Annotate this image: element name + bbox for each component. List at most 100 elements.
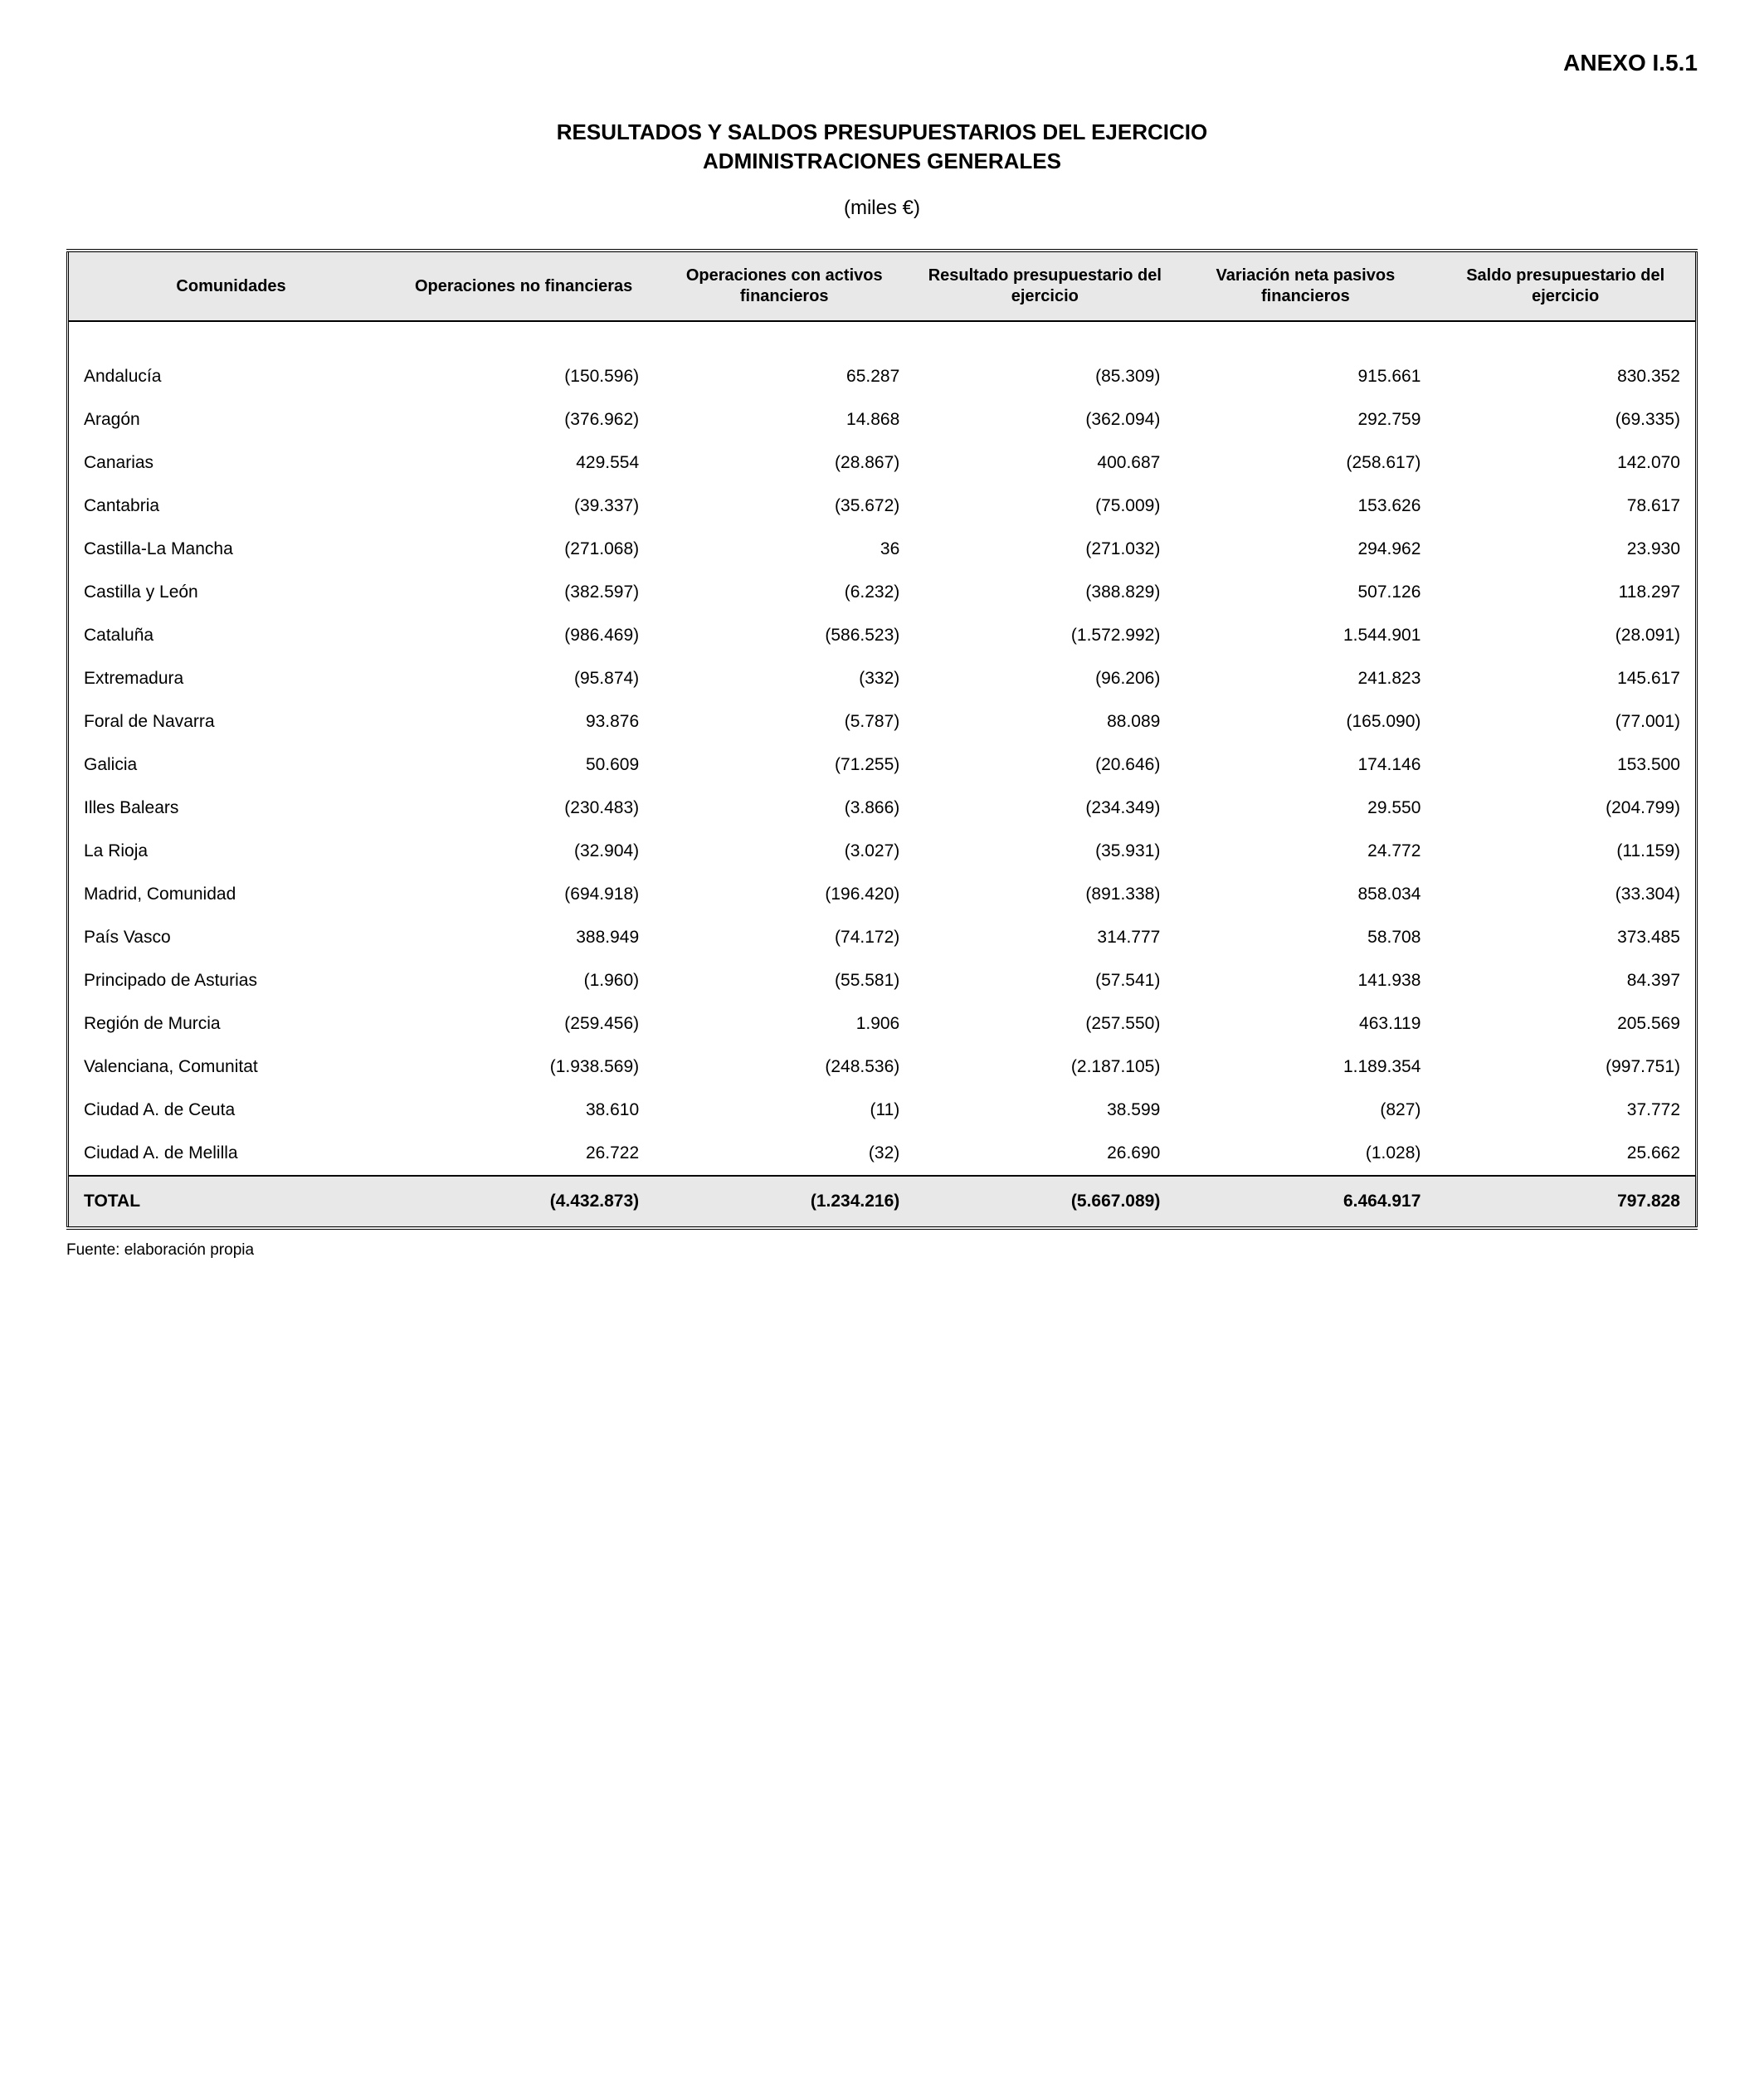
- cell-c4: 1.189.354: [1175, 1046, 1435, 1089]
- cell-c2: (11): [654, 1089, 914, 1132]
- table-row: Cataluña(986.469)(586.523)(1.572.992)1.5…: [68, 614, 1697, 657]
- cell-c1: (986.469): [393, 614, 654, 657]
- cell-c5: 145.617: [1435, 657, 1696, 700]
- cell-c2: (55.581): [654, 959, 914, 1002]
- cell-c2: (5.787): [654, 700, 914, 743]
- cell-c4: 141.938: [1175, 959, 1435, 1002]
- cell-c5: 37.772: [1435, 1089, 1696, 1132]
- cell-c5: (77.001): [1435, 700, 1696, 743]
- col-variacion: Variación neta pasivos financieros: [1175, 251, 1435, 321]
- table-row: Aragón(376.962)14.868(362.094)292.759(69…: [68, 398, 1697, 441]
- cell-c2: 65.287: [654, 355, 914, 398]
- cell-c4: 29.550: [1175, 787, 1435, 830]
- cell-c3: (271.032): [914, 528, 1175, 571]
- cell-c4: 58.708: [1175, 916, 1435, 959]
- cell-c1: (1.960): [393, 959, 654, 1002]
- cell-c5: (28.091): [1435, 614, 1696, 657]
- cell-c4: 463.119: [1175, 1002, 1435, 1046]
- cell-label: Castilla y León: [68, 571, 394, 614]
- units-label: (miles €): [66, 197, 1698, 220]
- cell-c4: 1.544.901: [1175, 614, 1435, 657]
- cell-c3: (75.009): [914, 485, 1175, 528]
- cell-c4: 294.962: [1175, 528, 1435, 571]
- cell-c5: (11.159): [1435, 830, 1696, 873]
- cell-c3: 400.687: [914, 441, 1175, 485]
- cell-label: País Vasco: [68, 916, 394, 959]
- total-row: TOTAL(4.432.873)(1.234.216)(5.667.089)6.…: [68, 1176, 1697, 1228]
- cell-label: Ciudad A. de Ceuta: [68, 1089, 394, 1132]
- cell-c1: (376.962): [393, 398, 654, 441]
- cell-c5: (69.335): [1435, 398, 1696, 441]
- cell-label: Región de Murcia: [68, 1002, 394, 1046]
- cell-c1: 93.876: [393, 700, 654, 743]
- cell-c5: 78.617: [1435, 485, 1696, 528]
- cell-c3: (388.829): [914, 571, 1175, 614]
- cell-c3: 26.690: [914, 1132, 1175, 1176]
- table-row: Valenciana, Comunitat(1.938.569)(248.536…: [68, 1046, 1697, 1089]
- cell-c1: 38.610: [393, 1089, 654, 1132]
- cell-c4: (258.617): [1175, 441, 1435, 485]
- cell-c3: (35.931): [914, 830, 1175, 873]
- cell-c2: (6.232): [654, 571, 914, 614]
- cell-label: Valenciana, Comunitat: [68, 1046, 394, 1089]
- cell-label: Principado de Asturias: [68, 959, 394, 1002]
- cell-c5: 25.662: [1435, 1132, 1696, 1176]
- cell-c4: 915.661: [1175, 355, 1435, 398]
- cell-c2: (586.523): [654, 614, 914, 657]
- cell-c3: (57.541): [914, 959, 1175, 1002]
- table-row: País Vasco388.949(74.172)314.77758.70837…: [68, 916, 1697, 959]
- budget-table: Comunidades Operaciones no financieras O…: [66, 249, 1698, 1230]
- cell-c2: 36: [654, 528, 914, 571]
- cell-label: Foral de Navarra: [68, 700, 394, 743]
- table-body: Andalucía(150.596)65.287(85.309)915.6618…: [68, 321, 1697, 1228]
- title-line-1: RESULTADOS Y SALDOS PRESUPUESTARIOS DEL …: [66, 118, 1698, 147]
- cell-c5: 23.930: [1435, 528, 1696, 571]
- spacer-row: [68, 321, 1697, 355]
- table-row: Andalucía(150.596)65.287(85.309)915.6618…: [68, 355, 1697, 398]
- cell-label: Aragón: [68, 398, 394, 441]
- cell-c1: 50.609: [393, 743, 654, 787]
- title-block: RESULTADOS Y SALDOS PRESUPUESTARIOS DEL …: [66, 118, 1698, 176]
- cell-c4: 153.626: [1175, 485, 1435, 528]
- table-row: Región de Murcia(259.456)1.906(257.550)4…: [68, 1002, 1697, 1046]
- cell-c5: (997.751): [1435, 1046, 1696, 1089]
- cell-c4: 174.146: [1175, 743, 1435, 787]
- table-row: Illes Balears(230.483)(3.866)(234.349)29…: [68, 787, 1697, 830]
- cell-c3: (257.550): [914, 1002, 1175, 1046]
- title-line-2: ADMINISTRACIONES GENERALES: [66, 147, 1698, 176]
- cell-c2: (3.866): [654, 787, 914, 830]
- cell-label: Castilla-La Mancha: [68, 528, 394, 571]
- cell-c5: 153.500: [1435, 743, 1696, 787]
- cell-c2: (28.867): [654, 441, 914, 485]
- cell-label: Canarias: [68, 441, 394, 485]
- col-saldo: Saldo presupuestario del ejercicio: [1435, 251, 1696, 321]
- cell-c5: (204.799): [1435, 787, 1696, 830]
- table-row: Castilla-La Mancha(271.068)36(271.032)29…: [68, 528, 1697, 571]
- cell-c3: 38.599: [914, 1089, 1175, 1132]
- cell-c5: 118.297: [1435, 571, 1696, 614]
- cell-c5: 830.352: [1435, 355, 1696, 398]
- cell-c2: (35.672): [654, 485, 914, 528]
- cell-c3: (2.187.105): [914, 1046, 1175, 1089]
- table-row: La Rioja(32.904)(3.027)(35.931)24.772(11…: [68, 830, 1697, 873]
- cell-c2: (74.172): [654, 916, 914, 959]
- cell-c3: (85.309): [914, 355, 1175, 398]
- cell-c4: 241.823: [1175, 657, 1435, 700]
- cell-c1: 429.554: [393, 441, 654, 485]
- table-row: Galicia50.609(71.255)(20.646)174.146153.…: [68, 743, 1697, 787]
- cell-c1: (1.938.569): [393, 1046, 654, 1089]
- table-row: Ciudad A. de Ceuta38.610(11)38.599(827)3…: [68, 1089, 1697, 1132]
- cell-c1: (32.904): [393, 830, 654, 873]
- cell-label: Illes Balears: [68, 787, 394, 830]
- cell-c1: 26.722: [393, 1132, 654, 1176]
- table-row: Extremadura(95.874)(332)(96.206)241.8231…: [68, 657, 1697, 700]
- cell-c2: (332): [654, 657, 914, 700]
- cell-c2: (32): [654, 1132, 914, 1176]
- annex-label: ANEXO I.5.1: [66, 50, 1698, 76]
- cell-c3: (891.338): [914, 873, 1175, 916]
- cell-c1: (259.456): [393, 1002, 654, 1046]
- table-row: Canarias429.554(28.867)400.687(258.617)1…: [68, 441, 1697, 485]
- cell-c2: (71.255): [654, 743, 914, 787]
- cell-c2: (3.027): [654, 830, 914, 873]
- table-row: Ciudad A. de Melilla26.722(32)26.690(1.0…: [68, 1132, 1697, 1176]
